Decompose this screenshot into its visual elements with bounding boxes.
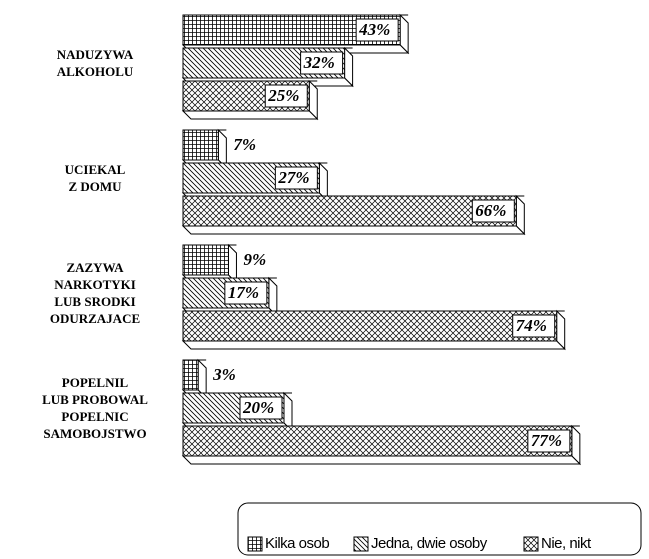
category-label: ZAZYWA NARKOTYKI LUB SRODKI ODURZAJACE [49,260,141,326]
value-label: 32% [303,53,335,72]
value-label: 77% [531,431,562,450]
bar-bottom [181,225,526,235]
legend-label: Nie, nikt [541,535,592,552]
legend-label: Kilka osob [265,535,329,552]
value-label: 66% [475,201,506,220]
bar [182,195,517,227]
value-label-box [300,51,344,75]
value-label: 3% [212,365,236,384]
value-label-box [527,429,571,453]
value-label: 74% [516,316,547,335]
category-label: UCIEKAL Z DOMU [64,162,126,194]
bar [182,359,199,391]
bar-bottom [181,340,566,350]
value-label-box [224,281,268,305]
category-label: POPELNIL LUB PROBOWAL POPELNIC SAMOBOJST… [42,375,148,441]
value-label-box [355,18,399,42]
value-label-box [274,166,318,190]
legend-swatch [523,536,539,552]
value-label-box [264,84,308,108]
value-label-box [471,199,515,223]
value-label: 20% [242,398,274,417]
bar-bottom [181,455,582,465]
value-label: 25% [267,86,299,105]
legend-swatch [247,536,263,552]
legend-box [237,502,642,556]
bar [182,310,558,342]
legend-label: Jedna, dwie osoby [371,535,488,552]
bar [182,129,219,161]
value-label: 9% [243,250,266,269]
value-label: 43% [358,20,390,39]
value-label-box [512,314,556,338]
bar [182,425,573,457]
value-label: 27% [277,168,309,187]
legend-swatch [353,536,369,552]
value-label: 7% [233,135,256,154]
value-label: 17% [228,283,259,302]
bar-bottom [181,110,319,120]
bar [182,244,229,276]
value-label-box [239,396,283,420]
category-label: NADUZYWA ALKOHOLU [56,47,134,79]
